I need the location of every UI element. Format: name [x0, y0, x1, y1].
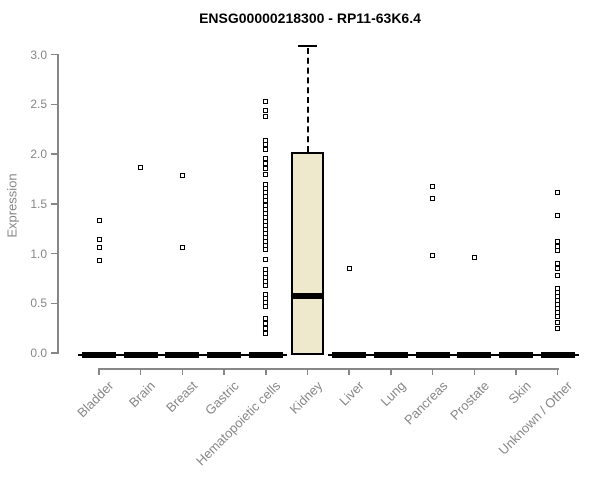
outlier-point — [179, 245, 185, 251]
x-tick-label-gastric: Gastric — [201, 378, 242, 418]
x-axis-tick — [431, 368, 434, 375]
y-axis-tick — [51, 252, 58, 255]
y-tick-label: 1.0 — [30, 246, 47, 261]
y-axis-tick — [51, 352, 58, 354]
outlier-point — [555, 325, 561, 331]
outlier-point — [138, 165, 144, 171]
x-axis-tick — [223, 368, 225, 375]
y-tick-label: 1.5 — [30, 196, 47, 211]
x-axis-tick — [265, 368, 267, 375]
outlier-point — [430, 252, 436, 258]
boxplot-median — [291, 293, 324, 300]
outlier-point — [263, 161, 269, 167]
zero-boxplot-bar — [123, 351, 158, 358]
y-tick-label: 0.0 — [30, 346, 47, 360]
outlier-point — [96, 218, 102, 224]
outlier-point — [263, 303, 269, 309]
outlier-point — [263, 166, 269, 172]
outlier-point — [346, 265, 352, 271]
zero-boxplot-bar — [248, 351, 283, 358]
outlier-point — [263, 256, 269, 262]
x-axis-tick — [98, 368, 100, 375]
upper-whisker-cap — [298, 44, 317, 48]
zero-boxplot-bar — [207, 351, 242, 358]
zero-boxplot-bar — [415, 351, 450, 358]
outlier-point — [555, 319, 561, 325]
outlier-point — [263, 107, 269, 113]
outlier-point — [96, 237, 102, 243]
x-axis-line — [99, 368, 560, 370]
zero-boxplot-bar — [332, 351, 367, 358]
outlier-point — [263, 315, 269, 321]
y-axis-tick — [51, 53, 58, 56]
x-axis-tick — [348, 368, 350, 375]
y-axis-tick — [51, 103, 58, 105]
y-axis-tick — [51, 153, 58, 155]
y-axis-line — [57, 53, 59, 354]
x-tick-label-lung: Lung — [377, 378, 409, 410]
y-tick-label: 2.5 — [30, 97, 47, 112]
outlier-point — [555, 248, 561, 253]
x-axis-tick — [556, 368, 559, 375]
outlier-point — [263, 156, 269, 162]
zero-boxplot-bar — [457, 351, 492, 358]
outlier-point — [263, 98, 269, 104]
x-axis-tick — [390, 368, 392, 375]
x-axis-tick — [473, 368, 476, 375]
outlier-point — [263, 113, 269, 119]
x-axis-tick — [515, 368, 517, 375]
outlier-point — [263, 247, 269, 253]
zero-boxplot-bar — [165, 351, 200, 358]
outlier-point — [263, 172, 269, 178]
outlier-point — [555, 213, 561, 219]
outlier-point — [263, 282, 269, 288]
upper-whisker — [306, 47, 309, 152]
y-axis-tick — [51, 302, 58, 304]
outlier-point — [430, 196, 436, 202]
outlier-point — [179, 173, 185, 179]
x-tick-label-liver: Liver — [336, 378, 367, 409]
outlier-point — [555, 313, 561, 319]
y-tick-label: 0.5 — [30, 296, 47, 311]
y-axis-tick — [51, 203, 58, 205]
outlier-point — [263, 320, 269, 326]
x-tick-label-prostate: Prostate — [447, 378, 492, 423]
outlier-point — [263, 330, 269, 336]
x-tick-label-breast: Breast — [162, 378, 201, 416]
outlier-point — [263, 141, 269, 147]
y-tick-label: 3.0 — [30, 47, 47, 62]
outlier-point — [430, 184, 436, 190]
outlier-point — [555, 272, 561, 278]
x-tick-label-skin: Skin — [505, 378, 534, 407]
outlier-point — [555, 260, 561, 266]
zero-boxplot-bar — [499, 351, 533, 358]
outlier-point — [96, 245, 102, 251]
zero-boxplot-bar — [540, 351, 575, 358]
x-axis-tick — [139, 368, 142, 375]
outlier-point — [471, 254, 477, 260]
outlier-point — [96, 257, 102, 263]
x-tick-label-brain: Brain — [126, 378, 159, 411]
zero-boxplot-bar — [373, 351, 408, 358]
outlier-point — [555, 265, 561, 271]
outlier-point — [555, 239, 561, 245]
x-tick-label-kidney: Kidney — [286, 378, 326, 417]
chart-title: ENSG00000218300 - RP11-63K6.4 — [199, 10, 421, 26]
x-tick-label-unknown-other: Unknown / Other — [495, 378, 576, 458]
x-tick-label-bladder: Bladder — [74, 378, 117, 421]
y-tick-label: 2.0 — [30, 147, 47, 161]
outlier-point — [263, 146, 269, 152]
outlier-point — [263, 198, 269, 204]
outlier-point — [263, 325, 269, 331]
boxplot-box — [291, 152, 324, 355]
x-axis-tick — [181, 368, 184, 375]
x-tick-label-pancreas: Pancreas — [400, 378, 451, 428]
x-axis-tick — [306, 368, 309, 375]
outlier-point — [555, 190, 561, 196]
zero-boxplot-bar — [82, 351, 116, 358]
